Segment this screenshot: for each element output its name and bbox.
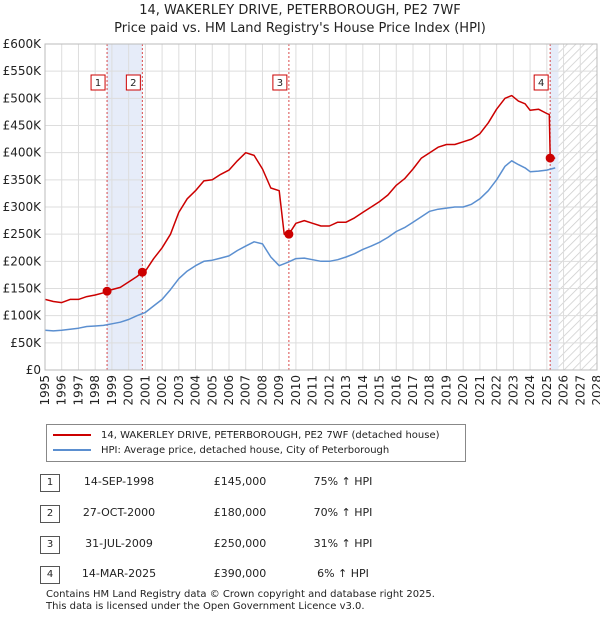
sale-number-badge: 4 — [40, 566, 60, 584]
y-tick-label: £400K — [3, 146, 43, 160]
sale-date: 31-JUL-2009 — [85, 537, 153, 550]
x-tick-label: 2026 — [557, 375, 571, 406]
sale-number-badge: 1 — [40, 474, 60, 492]
sale-price: £180,000 — [213, 506, 267, 519]
y-tick-label: £500K — [3, 91, 43, 105]
sale-marker-label: 1 — [95, 78, 101, 89]
y-tick-label: £600K — [3, 37, 43, 51]
x-tick-label: 1996 — [55, 375, 69, 406]
sale-point — [284, 229, 294, 239]
legend-swatch-property — [53, 434, 91, 436]
x-tick-label: 2013 — [339, 375, 353, 406]
legend-entry-property: 14, WAKERLEY DRIVE, PETERBOROUGH, PE2 7W… — [53, 429, 440, 443]
x-tick-label: 2009 — [272, 375, 286, 406]
sale-marker-label: 2 — [130, 78, 136, 89]
sale-row: 1 14-SEP-1998 £145,000 75% ↑ HPI — [40, 474, 440, 494]
x-tick-label: 2020 — [456, 375, 470, 406]
y-tick-label: £550K — [3, 64, 43, 78]
sale-date: 14-SEP-1998 — [83, 475, 155, 488]
chart-subtitle-text: Price paid vs. HM Land Registry's House … — [114, 21, 486, 36]
footer-line-2: This data is licensed under the Open Gov… — [46, 601, 365, 612]
x-tick-label: 2016 — [389, 375, 403, 406]
x-tick-label: 2012 — [322, 375, 336, 406]
x-tick-label: 2007 — [239, 375, 253, 406]
x-tick-label: 2019 — [439, 375, 453, 406]
hpi-series-line — [45, 160, 556, 332]
legend-label-property: 14, WAKERLEY DRIVE, PETERBOROUGH, PE2 7W… — [101, 430, 440, 441]
y-tick-label: £450K — [3, 119, 43, 133]
legend-label-hpi: HPI: Average price, detached house, City… — [101, 445, 390, 456]
sale-price: £145,000 — [213, 475, 267, 488]
sale-date: 14-MAR-2025 — [81, 567, 157, 580]
x-tick-label: 2008 — [255, 375, 269, 406]
chart-title-text: 14, WAKERLEY DRIVE, PETERBOROUGH, PE2 7W… — [139, 3, 461, 18]
series-group — [45, 94, 556, 332]
y-tick-label: £150K — [3, 282, 43, 296]
plot-frame — [44, 43, 598, 371]
sale-marker-box — [125, 74, 141, 91]
x-tick-label: 2018 — [423, 375, 437, 406]
sale-marker-box — [90, 74, 106, 91]
sale-row: 2 27-OCT-2000 £180,000 70% ↑ HPI — [40, 505, 440, 525]
sale-date: 27-OCT-2000 — [82, 506, 156, 519]
sale-price: £390,000 — [213, 567, 267, 580]
x-tick-label: 2004 — [189, 375, 203, 406]
y-tick-label: £300K — [3, 200, 43, 214]
sale-point — [137, 267, 147, 277]
y-tick-label: £0 — [26, 363, 41, 377]
sale-point — [102, 286, 112, 296]
x-tick-label: 2028 — [590, 375, 600, 406]
x-tick-label: 2025 — [540, 375, 554, 406]
sale-marker-box — [533, 74, 549, 91]
x-tick-label: 2003 — [172, 375, 186, 406]
x-tick-label: 2006 — [222, 375, 236, 406]
legend-entry-hpi: HPI: Average price, detached house, City… — [53, 444, 389, 458]
x-tick-label: 1998 — [88, 375, 102, 406]
x-tick-label: 2001 — [138, 375, 152, 406]
sale-hpi-change: 6% ↑ HPI — [317, 567, 369, 580]
footer-line-1: Contains HM Land Registry data © Crown c… — [46, 589, 435, 600]
y-tick-label: £50K — [10, 336, 42, 350]
x-tick-label: 2023 — [506, 375, 520, 406]
sale-marker-box — [272, 74, 288, 91]
x-tick-label: 2002 — [155, 375, 169, 406]
sale-price: £250,000 — [213, 537, 267, 550]
x-tick-label: 2017 — [406, 375, 420, 406]
sale-hpi-change: 70% ↑ HPI — [313, 506, 373, 519]
sale-marker-label: 4 — [538, 78, 544, 89]
y-tick-label: £250K — [3, 227, 43, 241]
chart-title: 14, WAKERLEY DRIVE, PETERBOROUGH, PE2 7W… — [0, 2, 600, 38]
x-tick-label: 2000 — [122, 375, 136, 406]
x-tick-label: 2005 — [205, 375, 219, 406]
sale-marker-label: 3 — [277, 78, 283, 89]
x-tick-label: 1999 — [105, 375, 119, 406]
sale-number-badge: 3 — [40, 536, 60, 554]
x-tick-label: 2024 — [523, 375, 537, 406]
x-tick-label: 2015 — [373, 375, 387, 406]
x-tick-label: 2022 — [490, 375, 504, 406]
sale-row: 4 14-MAR-2025 £390,000 6% ↑ HPI — [40, 566, 440, 586]
x-tick-label: 2014 — [356, 375, 370, 406]
property-series-line — [45, 94, 556, 304]
footer-attribution: Contains HM Land Registry data © Crown c… — [46, 589, 435, 613]
x-tick-label: 1997 — [71, 375, 85, 406]
legend-swatch-hpi — [53, 449, 91, 451]
x-tick-label: 1995 — [38, 375, 52, 406]
y-tick-label: £350K — [3, 173, 43, 187]
x-tick-label: 2027 — [573, 375, 587, 406]
price-chart: £0 £50K £100K £150K £200K £250K £300K £350K £400… — [3, 37, 600, 406]
y-tick-label: £200K — [3, 254, 43, 268]
sale-row: 3 31-JUL-2009 £250,000 31% ↑ HPI — [40, 536, 440, 556]
chart-legend: 14, WAKERLEY DRIVE, PETERBOROUGH, PE2 7W… — [46, 424, 466, 462]
x-tick-label: 2011 — [306, 375, 320, 406]
y-tick-label: £100K — [3, 309, 43, 323]
sale-point — [545, 153, 555, 163]
sale-hpi-change: 75% ↑ HPI — [313, 475, 373, 488]
x-tick-label: 2021 — [473, 375, 487, 406]
sale-hpi-change: 31% ↑ HPI — [313, 537, 373, 550]
sale-number-badge: 2 — [40, 505, 60, 523]
x-tick-label: 2010 — [289, 375, 303, 406]
